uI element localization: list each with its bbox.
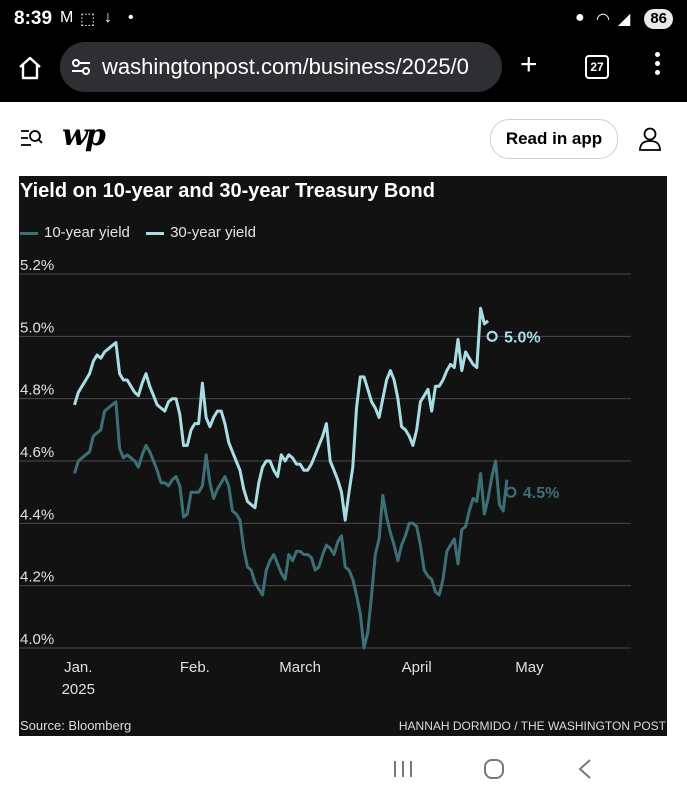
notification-dot-icon: • — [128, 9, 134, 26]
location-icon: ● — [575, 9, 585, 26]
nav-home-icon[interactable] — [483, 758, 505, 780]
x-tick-label: May — [515, 659, 544, 676]
download-icon: ↓ — [104, 9, 112, 26]
signal-icon: ◢ — [618, 11, 631, 28]
y-tick-label: 5.2% — [20, 257, 54, 274]
new-tab-button[interactable]: + — [520, 48, 538, 81]
x-tick-label: April — [402, 659, 432, 676]
gmail-icon: M — [60, 9, 74, 26]
series-end-label: 5.0% — [504, 329, 540, 346]
x-tick-label: March — [279, 659, 321, 676]
read-in-app-button[interactable]: Read in app — [490, 119, 618, 159]
washington-post-logo[interactable]: wp — [62, 118, 106, 153]
account-icon[interactable] — [638, 126, 662, 152]
address-bar[interactable]: washingtonpost.com/business/2025/0 — [60, 42, 502, 92]
back-icon[interactable] — [577, 758, 593, 780]
status-bar: 8:39 M ⬚ ↓ • ● ◠ ◢ 86 — [0, 0, 687, 38]
x-tick-label: Feb. — [180, 659, 210, 676]
series-end-label: 4.5% — [523, 485, 559, 502]
system-navigation-bar — [0, 736, 687, 800]
chart-credit: HANNAH DORMIDO / THE WASHINGTON POST — [398, 719, 666, 733]
status-time: 8:39 — [14, 8, 53, 29]
legend-item-30-year: 30-year yield — [146, 224, 256, 241]
x-tick-sublabel: 2025 — [62, 681, 95, 698]
series-line-30-year — [73, 306, 490, 522]
site-settings-icon[interactable] — [70, 56, 92, 78]
overflow-menu-button[interactable] — [650, 52, 664, 82]
legend-label-30-year: 30-year yield — [170, 224, 256, 241]
y-tick-label: 5.0% — [20, 319, 54, 336]
page-margin-left — [0, 176, 19, 736]
legend-label-10-year: 10-year yield — [44, 224, 130, 241]
chart-source: Source: Bloomberg — [20, 718, 132, 733]
battery-badge: 86 — [644, 9, 673, 29]
url-text[interactable]: washingtonpost.com/business/2025/0 — [102, 54, 469, 79]
menu-search-icon[interactable] — [20, 128, 44, 148]
chart-legend: 10-year yield 30-year yield — [20, 224, 268, 241]
site-header: wp Read in app — [0, 102, 687, 176]
y-tick-label: 4.0% — [20, 631, 54, 648]
browser-toolbar: washingtonpost.com/business/2025/0 + 27 — [0, 38, 687, 102]
chart-title: Yield on 10-year and 30-year Treasury Bo… — [20, 180, 435, 202]
chart-plot: 5.2% 5.0% 4.8% 4.6% 4.4% 4.2% 4.0% Jan. 2025 Feb.… — [19, 257, 631, 698]
home-button[interactable] — [14, 52, 46, 84]
x-tick-label: Jan. — [64, 659, 92, 676]
home-icon — [19, 56, 41, 80]
series-end-marker — [486, 330, 498, 342]
legend-item-10-year: 10-year yield — [20, 224, 130, 241]
tab-switcher-button[interactable]: 27 — [585, 55, 609, 79]
y-tick-label: 4.8% — [20, 382, 54, 399]
treasury-yield-chart: Yield on 10-year and 30-year Treasury Bo… — [19, 176, 667, 736]
page-margin-right — [667, 176, 687, 736]
wifi-icon: ◠ — [596, 11, 610, 28]
screenshot-icon: ⬚ — [80, 11, 96, 28]
y-tick-label: 4.6% — [20, 444, 54, 461]
recents-icon[interactable] — [392, 760, 414, 778]
series-end-marker — [505, 486, 517, 498]
y-tick-label: 4.4% — [20, 506, 54, 523]
series-line-10-year — [73, 400, 509, 650]
y-tick-label: 4.2% — [20, 569, 54, 586]
